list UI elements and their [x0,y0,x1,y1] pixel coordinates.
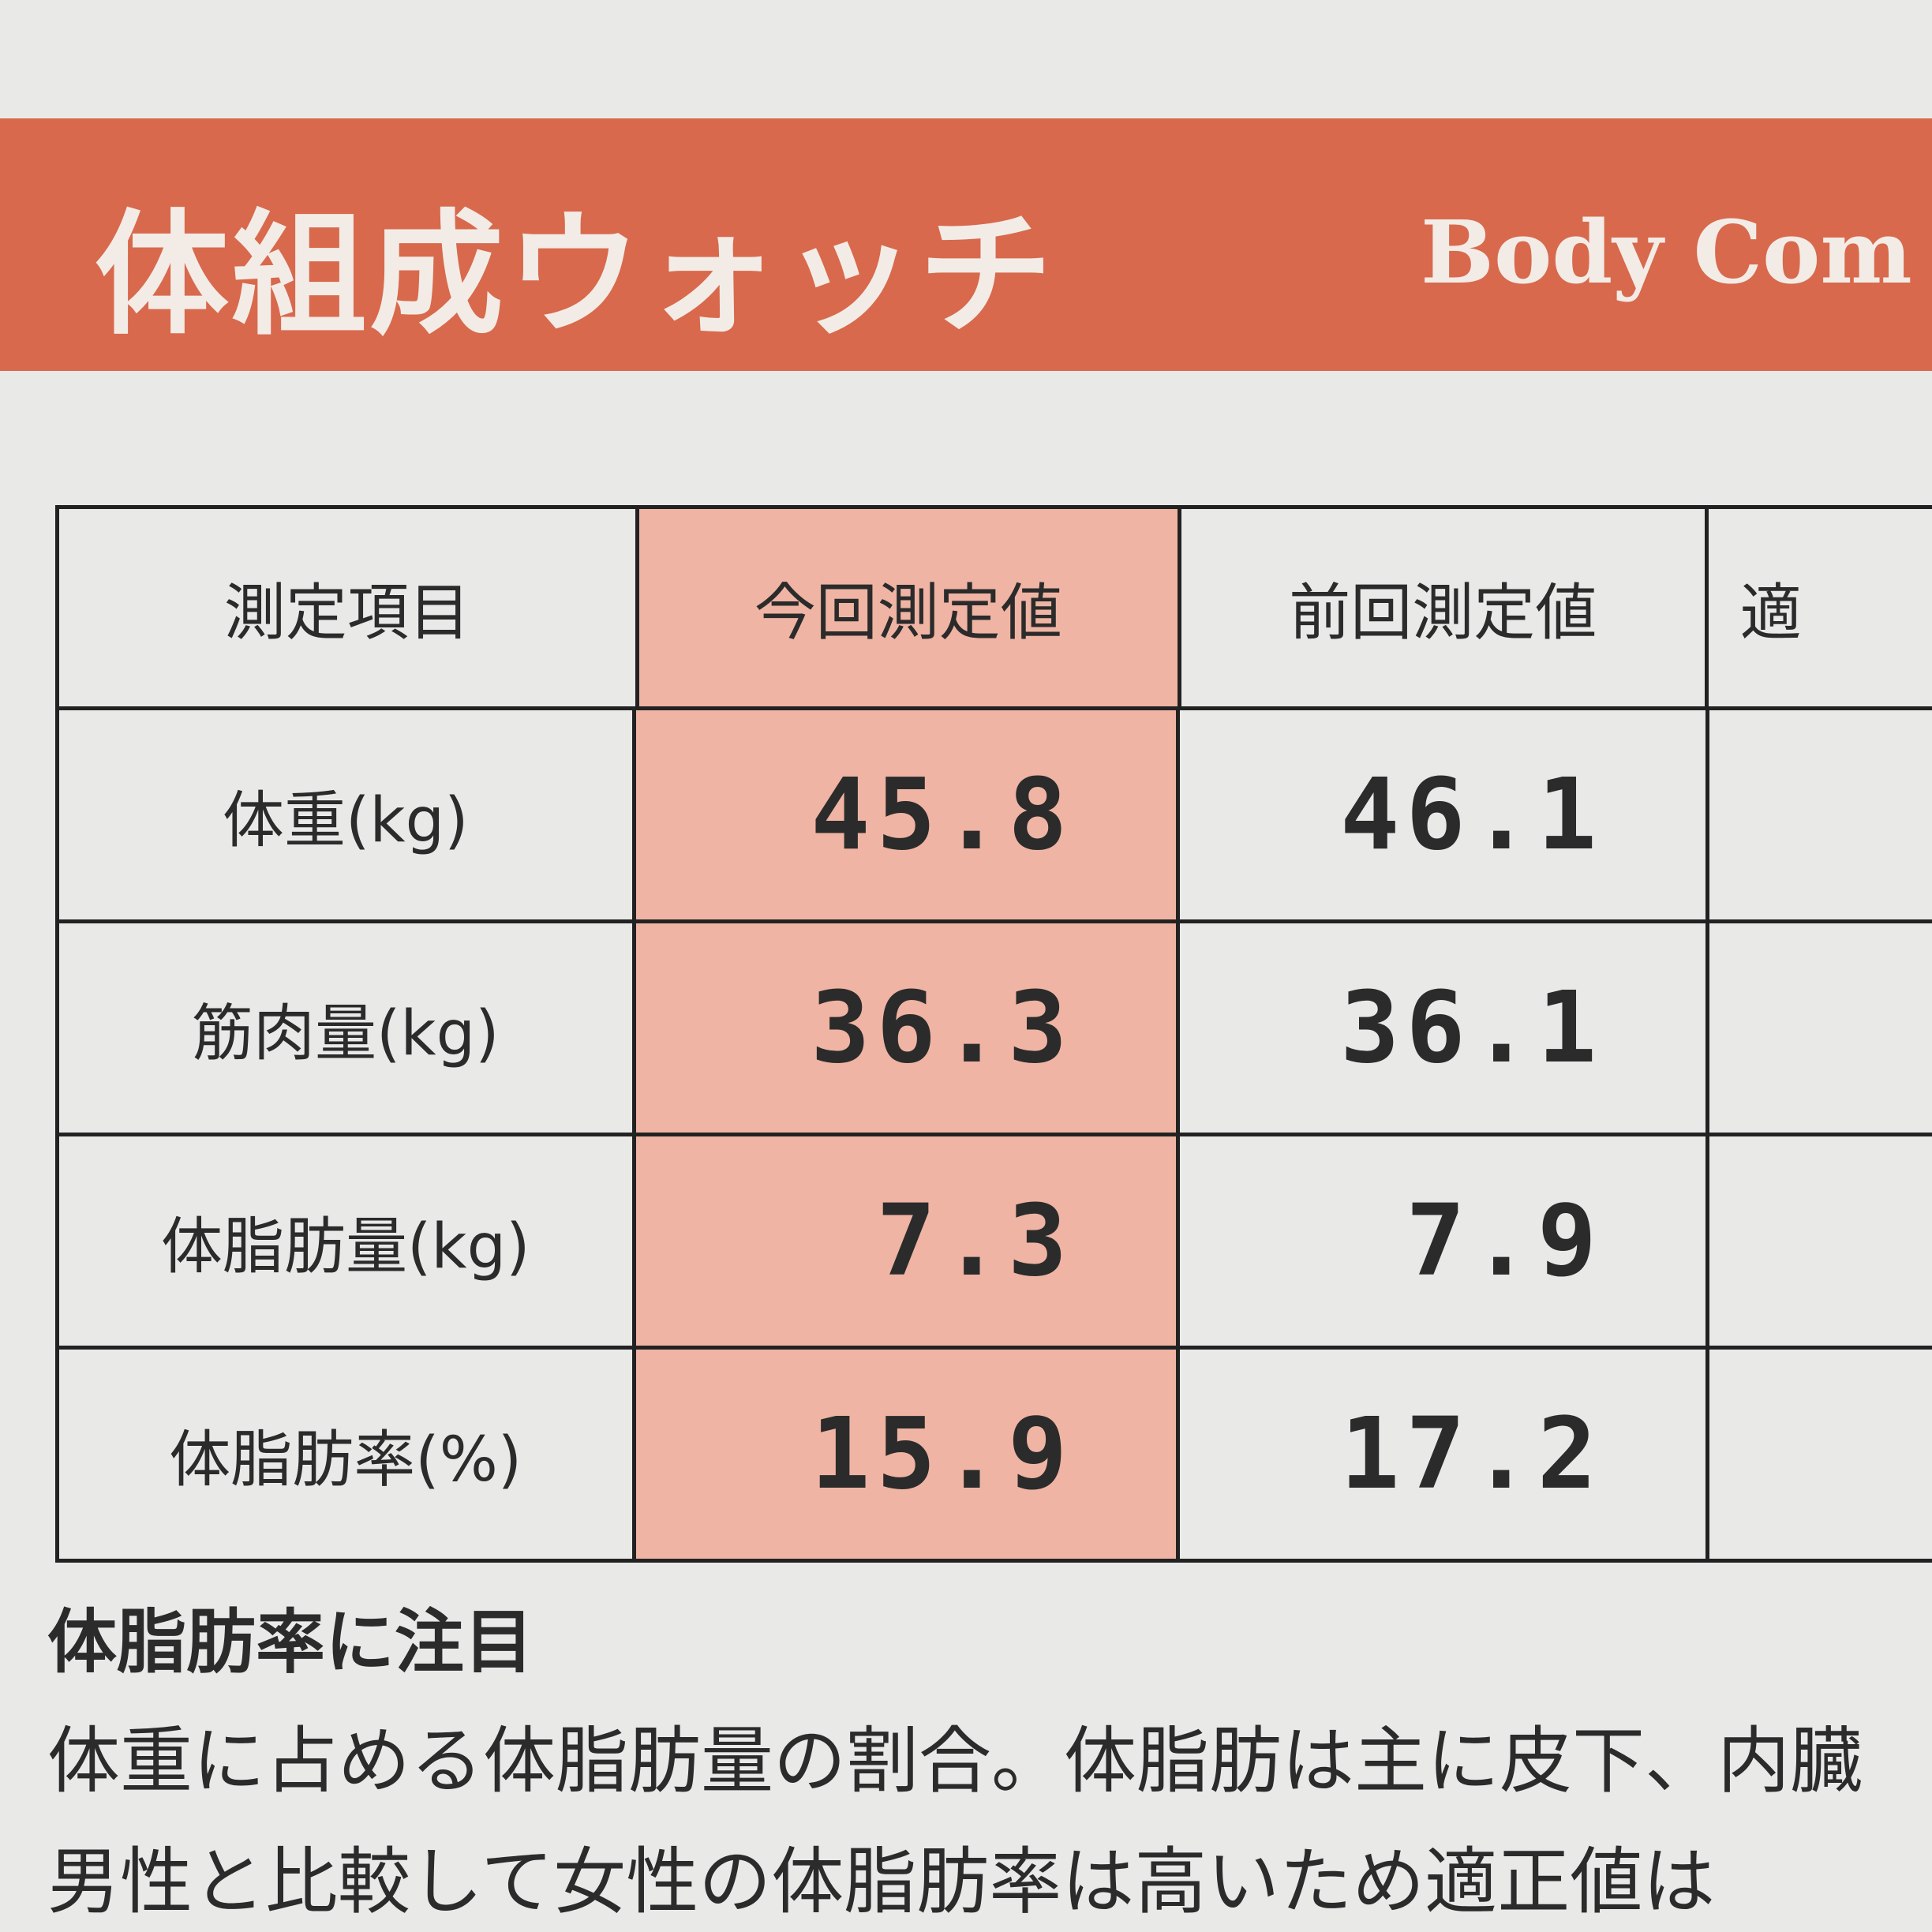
row-label: 筋肉量(kg) [55,923,632,1133]
table-row: 筋肉量(kg) 36.3 36.1 [55,923,1932,1136]
column-header: 測定項目 [55,509,635,706]
empty-cell [1705,1350,1932,1559]
table-row: 体脂肪量(kg) 7.3 7.9 [55,1136,1932,1350]
table-row: 体重(kg) 45.8 46.1 [55,710,1932,923]
row-label: 体脂肪率(%) [55,1350,632,1559]
note-line: 体重に占める体脂肪量の割合。体脂肪は主に皮下、内臓 [47,1719,1863,1803]
empty-cell [1705,923,1932,1133]
empty-cell [1705,1136,1932,1346]
previous-value: 7.9 [1176,1136,1705,1346]
column-header: 前回測定値 [1177,509,1705,706]
table-row: 体脂肪率(%) 15.9 17.2 [55,1350,1932,1563]
current-value: 7.3 [631,1136,1177,1346]
previous-value: 36.1 [1176,923,1705,1133]
title: 体組成ウォッチ [95,197,1057,354]
previous-value: 46.1 [1176,710,1705,919]
row-label: 体重(kg) [55,710,632,919]
column-header: 今回測定値 [635,509,1178,706]
note-heading: 体脂肪率に注目 [47,1601,534,1683]
previous-value: 17.2 [1176,1350,1705,1559]
row-label: 体脂肪量(kg) [55,1136,632,1346]
empty-cell [1705,710,1932,919]
current-value: 45.8 [631,710,1177,919]
column-header: 適 [1704,509,1932,706]
note-line: 男性と比較して女性の体脂肪率は高いため適正値は [47,1840,1716,1924]
subtitle: Body Com [1421,201,1912,303]
header-band: 体組成ウォッチ Body Com [0,118,1932,371]
current-value: 15.9 [631,1350,1177,1559]
table: 測定項目 今回測定値 前回測定値 適 体重(kg) 45.8 46.1 筋肉量(kg)… [55,505,1932,1563]
header-row: 測定項目 今回測定値 前回測定値 適 [55,505,1932,710]
note: 体脂肪率に注目 体重に占める体脂肪量の割合。体脂肪は主に皮下、内臓 男性と比較し… [47,1586,1932,1928]
current-value: 36.3 [631,923,1177,1133]
